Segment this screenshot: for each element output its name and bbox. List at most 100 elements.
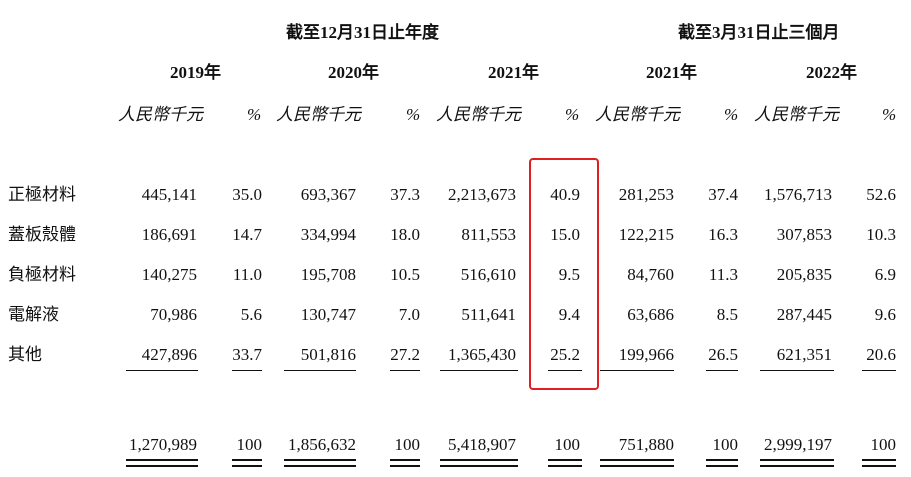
table-cell: 63,686	[627, 305, 674, 324]
table-cell: 334,994	[300, 225, 356, 244]
total-double-underline-top	[390, 459, 420, 461]
total-double-underline-top	[706, 459, 738, 461]
row-label: 負極材料	[8, 265, 76, 284]
table-cell: 281,253	[618, 185, 674, 204]
table-cell: 195,708	[300, 265, 356, 284]
unit-percent: %	[882, 105, 897, 124]
total-double-underline-bottom	[548, 465, 582, 467]
table-cell: 35.0	[232, 185, 262, 204]
unit-percent: %	[247, 105, 262, 124]
subtotal-underline	[760, 370, 834, 371]
table-cell: 9.4	[558, 305, 580, 324]
unit-rmb-thousand: 人民幣千元	[276, 105, 361, 124]
table-cell: 26.5	[708, 345, 738, 364]
table-cell: 27.2	[390, 345, 420, 364]
subtotal-underline	[232, 370, 262, 371]
table-cell: 287,445	[776, 305, 832, 324]
table-cell: 20.6	[866, 345, 896, 364]
total-double-underline-top	[600, 459, 674, 461]
total-cell: 100	[554, 435, 581, 454]
year-header: 2021年	[488, 63, 539, 82]
table-cell: 37.3	[390, 185, 420, 204]
table-cell: 25.2	[550, 345, 580, 364]
header-quarter-period: 截至3月31日止三個月	[678, 23, 840, 42]
subtotal-underline	[706, 370, 738, 371]
total-double-underline-top	[284, 459, 356, 461]
table-cell: 10.3	[866, 225, 896, 244]
total-cell: 1,856,632	[288, 435, 356, 454]
table-cell: 9.6	[874, 305, 896, 324]
year-header: 2019年	[170, 63, 221, 82]
table-cell: 6.9	[874, 265, 896, 284]
table-cell: 10.5	[390, 265, 420, 284]
total-double-underline-bottom	[862, 465, 896, 467]
table-cell: 1,365,430	[448, 345, 516, 364]
total-double-underline-bottom	[706, 465, 738, 467]
table-cell: 511,641	[461, 305, 516, 324]
unit-rmb-thousand: 人民幣千元	[595, 105, 680, 124]
table-cell: 516,610	[460, 265, 516, 284]
total-double-underline-bottom	[760, 465, 834, 467]
table-cell: 501,816	[300, 345, 356, 364]
unit-percent: %	[565, 105, 580, 124]
table-cell: 40.9	[550, 185, 580, 204]
table-cell: 307,853	[776, 225, 832, 244]
total-double-underline-bottom	[600, 465, 674, 467]
year-header: 2020年	[328, 63, 379, 82]
table-cell: 16.3	[708, 225, 738, 244]
subtotal-underline	[440, 370, 518, 371]
table-cell: 14.7	[232, 225, 262, 244]
total-double-underline-top	[440, 459, 518, 461]
table-cell: 7.0	[398, 305, 420, 324]
subtotal-underline	[390, 370, 420, 371]
table-cell: 140,275	[141, 265, 197, 284]
total-double-underline-top	[126, 459, 198, 461]
table-cell: 199,966	[618, 345, 674, 364]
subtotal-underline	[284, 370, 356, 371]
table-cell: 122,215	[618, 225, 674, 244]
table-cell: 37.4	[708, 185, 738, 204]
total-double-underline-top	[232, 459, 262, 461]
table-cell: 9.5	[558, 265, 580, 284]
table-cell: 33.7	[232, 345, 262, 364]
table-cell: 811,553	[461, 225, 516, 244]
table-cell: 1,576,713	[764, 185, 832, 204]
subtotal-underline	[548, 370, 582, 371]
total-double-underline-bottom	[440, 465, 518, 467]
header-annual-period: 截至12月31日止年度	[286, 23, 439, 42]
unit-rmb-thousand: 人民幣千元	[436, 105, 521, 124]
row-label: 正極材料	[8, 185, 76, 204]
table-cell: 70,986	[150, 305, 197, 324]
total-double-underline-bottom	[284, 465, 356, 467]
total-double-underline-bottom	[390, 465, 420, 467]
table-cell: 11.3	[708, 265, 738, 284]
table-cell: 11.0	[232, 265, 262, 284]
table-cell: 621,351	[776, 345, 832, 364]
total-double-underline-bottom	[232, 465, 262, 467]
table-cell: 186,691	[141, 225, 197, 244]
total-cell: 1,270,989	[129, 435, 197, 454]
total-double-underline-bottom	[126, 465, 198, 467]
table-cell: 84,760	[627, 265, 674, 284]
year-header: 2022年	[806, 63, 857, 82]
total-cell: 751,880	[618, 435, 674, 454]
total-double-underline-top	[548, 459, 582, 461]
total-double-underline-top	[862, 459, 896, 461]
row-label: 其他	[8, 345, 42, 364]
total-cell: 2,999,197	[764, 435, 832, 454]
table-cell: 8.5	[716, 305, 738, 324]
table-cell: 130,747	[300, 305, 356, 324]
table-cell: 427,896	[141, 345, 197, 364]
subtotal-underline	[600, 370, 674, 371]
subtotal-underline	[862, 370, 896, 371]
unit-rmb-thousand: 人民幣千元	[754, 105, 839, 124]
unit-percent: %	[406, 105, 421, 124]
row-label: 蓋板殼體	[8, 225, 76, 244]
subtotal-underline	[126, 370, 198, 371]
table-cell: 52.6	[866, 185, 896, 204]
table-cell: 5.6	[240, 305, 262, 324]
table-cell: 693,367	[300, 185, 356, 204]
table-cell: 18.0	[390, 225, 420, 244]
total-cell: 5,418,907	[448, 435, 516, 454]
year-header: 2021年	[646, 63, 697, 82]
